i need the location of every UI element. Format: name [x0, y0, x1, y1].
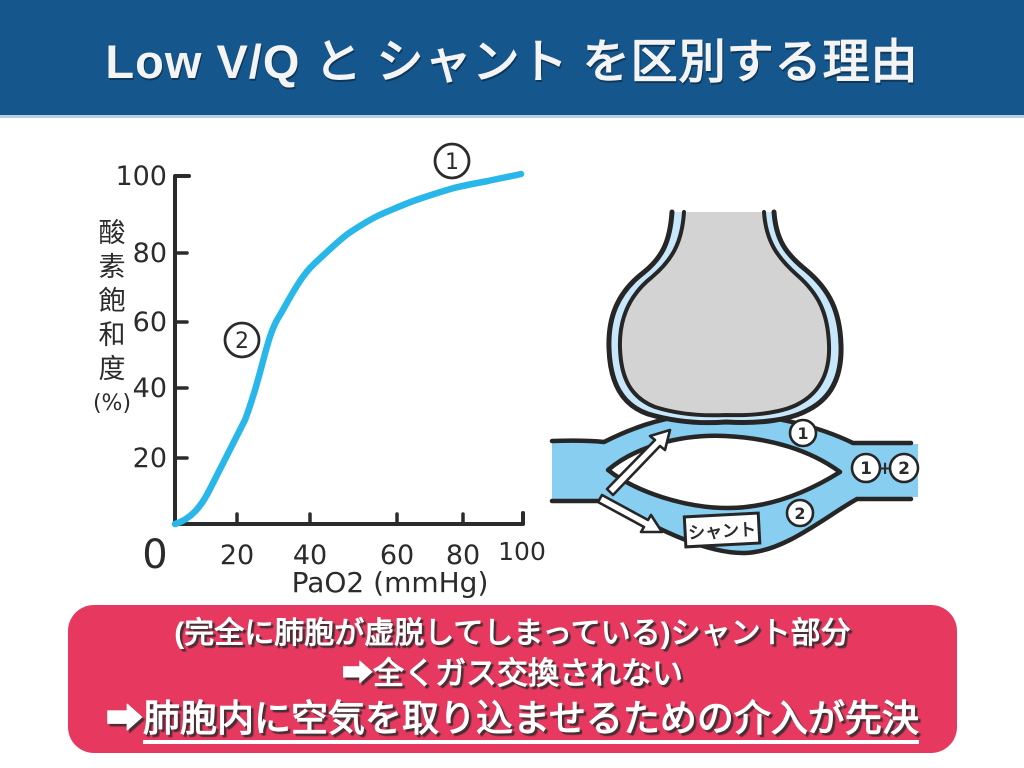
- vessel-split-lens: [605, 433, 843, 511]
- ytick-80: 80: [133, 238, 167, 269]
- xtick-20: 20: [220, 540, 254, 571]
- branch-marker-2: 2: [785, 498, 815, 528]
- shunt-label: シャント: [688, 520, 757, 544]
- lower-flow-arrow-icon: [596, 493, 664, 534]
- curve-marker-1: 1: [433, 142, 471, 180]
- banner-line-3: ➡肺胞内に空気を取り込ませるための介入が先決: [106, 695, 919, 744]
- y-axis-ticks: [173, 251, 189, 460]
- branch-marker-1-label: 1: [797, 424, 808, 443]
- xtick-80: 80: [446, 540, 480, 571]
- ytick-100: 100: [115, 161, 167, 192]
- shunt-label-box: シャント: [682, 511, 762, 549]
- title-banner: Low V/Q と シャント を区別する理由: [0, 0, 1024, 118]
- y-axis-title: 酸 素 飽 和 度 (%): [93, 218, 131, 416]
- banner-line-3-text: 肺胞内に空気を取り込ませるための介入が先決: [143, 697, 919, 744]
- ytick-20: 20: [133, 443, 167, 474]
- branch-marker-1: 1: [788, 418, 818, 448]
- curve-marker-1-label: 1: [445, 150, 459, 175]
- xtick-60: 60: [380, 540, 414, 571]
- banner-line-1: (完全に肺胞が虚脱してしまっている)シャント部分: [174, 617, 851, 651]
- ylabel-char: 飽: [99, 286, 126, 317]
- mixed-blood-marker: 1 + 2: [850, 452, 920, 484]
- xtick-40: 40: [293, 540, 327, 571]
- x-axis-labels: 0 20 40 60 80 100: [142, 532, 546, 578]
- x-axis-title: PaO2 (mmHg): [292, 566, 489, 599]
- ylabel-char: 酸: [99, 218, 126, 249]
- mixed-marker-2-label: 2: [898, 459, 910, 479]
- x-axis-ticks: [235, 512, 465, 526]
- curve-marker-2: 2: [223, 321, 261, 359]
- alveolus-shunt-diagram: シャント 1 2 1 + 2: [549, 209, 920, 556]
- ytick-60: 60: [133, 307, 167, 338]
- y-axis-labels: 100 80 60 40 20: [115, 161, 167, 474]
- mixed-marker-plus: +: [877, 458, 892, 479]
- oxygen-dissociation-chart: 100 80 60 40 20 酸 素 飽 和 度 (%) 0 20 40 60…: [93, 142, 546, 599]
- ytick-40: 40: [133, 373, 167, 404]
- ylabel-char: 和: [99, 320, 126, 351]
- summary-banner: (完全に肺胞が虚脱してしまっている)シャント部分 ➡全くガス交換されない ➡肺胞…: [68, 605, 957, 753]
- saturation-curve: [171, 170, 525, 528]
- mixed-marker-1-label: 1: [860, 459, 872, 479]
- alveolus-air-space: [617, 210, 832, 418]
- upper-flow-arrow-icon: [605, 428, 672, 497]
- ylabel-unit: (%): [93, 391, 131, 416]
- origin-label: 0: [142, 532, 167, 578]
- ylabel-char: 度: [99, 354, 126, 385]
- banner-line-2: ➡全くガス交換されない: [342, 655, 683, 691]
- ylabel-char: 素: [99, 252, 126, 283]
- xtick-100: 100: [498, 537, 546, 566]
- branch-marker-2-label: 2: [794, 504, 805, 523]
- curve-marker-2-label: 2: [235, 329, 249, 354]
- slide-title: Low V/Q と シャント を区別する理由: [105, 35, 919, 88]
- arrow-icon: ➡: [106, 697, 144, 739]
